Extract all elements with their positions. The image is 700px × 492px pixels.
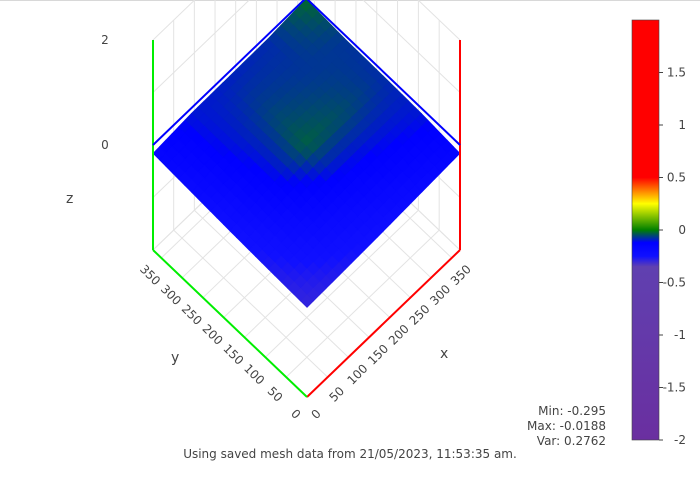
z-tick-label: 0 [101,138,109,152]
stat-max: Max: -0.0188 [527,419,606,433]
colorbar-tick-label: -2 [674,433,686,447]
axis-lines [152,0,461,398]
colorbar: 1.5 1 0.5 0 -0.5 -1 -1.5 -2 [631,19,686,447]
wall-gridline [152,0,250,93]
y-axis-line [152,249,308,398]
colorbar-tick-label: -1 [674,328,686,342]
y-tick-label: 100 [241,361,267,387]
surface-cell [300,294,314,308]
surface-mesh [152,0,461,308]
y-axis-title: y [171,350,179,366]
floor-gridline [265,209,419,358]
x-tick-label: 300 [427,282,453,308]
colorbar-tick-label: 0 [678,223,686,237]
x-tick-label: 350 [448,262,474,288]
y-tick-label: 50 [265,384,286,405]
y-tick-label: 250 [179,302,205,328]
wall-gridline [417,0,461,41]
x-tick-label: 250 [407,302,433,328]
y-tick-label: 350 [137,262,163,288]
y-tick-label: 0 [288,407,303,422]
y-tick-label: 150 [220,342,246,368]
z-axis-title: z [66,191,73,207]
colorbar-tick-label: 1.5 [667,66,686,80]
colorbar-ticks: 1.5 1 0.5 0 -0.5 -1 -1.5 -2 [659,66,686,447]
colorbar-tick-label: 1 [678,118,686,132]
floor-gridline [194,209,349,358]
colorbar-tick-label: 0.5 [667,171,686,185]
stat-min: Min: -0.295 [538,404,606,418]
y-tick-label: 300 [158,282,184,308]
stats-panel: Min: -0.295 Max: -0.0188 Var: 0.2762 [520,404,606,449]
x-tick-label: 0 [309,407,324,422]
colorbar-tick-label: -1.5 [663,381,686,395]
x-tick-label: 100 [344,361,370,387]
z-zero-plane-line [152,0,306,146]
x-axis-title: x [440,346,448,362]
floor-gridline [285,229,440,378]
wall-gridline [362,0,461,93]
colorbar-tick-label: -0.5 [663,276,686,290]
x-tick-label: 150 [365,342,391,368]
z-zero-plane-line [306,0,461,146]
x-tick-label: 200 [386,322,412,348]
status-caption: Using saved mesh data from 21/05/2023, 1… [183,447,517,461]
x-axis-line [306,249,461,398]
y-tick-label: 200 [200,322,226,348]
floor-gridline [173,229,329,378]
x-tick-label: 50 [326,384,347,405]
stat-var: Var: 0.2762 [536,434,606,448]
z-tick-label: 2 [101,33,109,47]
top-divider [0,0,700,1]
wall-gridline [152,0,196,41]
colorbar-scale [631,19,660,441]
